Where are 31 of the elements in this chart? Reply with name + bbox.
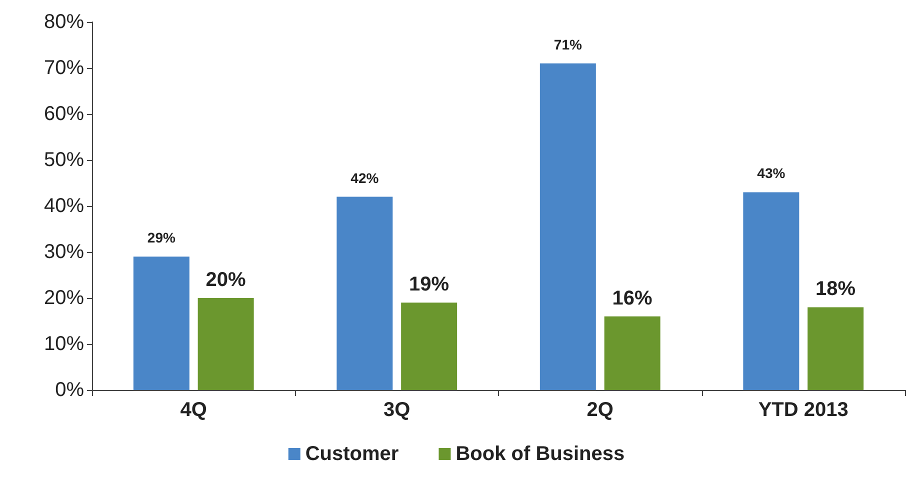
data-label: 29%: [147, 230, 176, 246]
y-tick-label: 40%: [44, 195, 84, 217]
data-label: 20%: [206, 269, 246, 291]
x-tick-label: YTD 2013: [758, 399, 848, 421]
legend-label: Book of Business: [456, 443, 625, 465]
y-tick-label: 20%: [44, 287, 84, 309]
y-tick-label: 70%: [44, 57, 84, 79]
x-tick-label: 3Q: [384, 399, 410, 421]
data-label: 42%: [350, 170, 380, 186]
y-tick-label: 30%: [44, 241, 84, 263]
legend-label: Customer: [305, 443, 399, 465]
bar: [540, 63, 596, 390]
y-tick-label: 80%: [44, 11, 84, 33]
y-tick-label: 60%: [44, 103, 84, 125]
data-label: 19%: [409, 274, 450, 296]
y-tick-label: 10%: [44, 333, 84, 355]
bar: [133, 256, 190, 390]
data-label: 16%: [612, 287, 653, 310]
data-label: 18%: [816, 278, 856, 300]
bar: [401, 302, 458, 390]
bar: [808, 307, 864, 390]
x-tick-label: 2Q: [586, 399, 614, 421]
data-label: 43%: [757, 165, 786, 182]
bar: [743, 192, 800, 390]
data-label: 71%: [554, 36, 582, 52]
y-tick-label: 50%: [44, 149, 84, 171]
y-tick-label: 0%: [55, 379, 84, 401]
x-tick-label: 4Q: [180, 399, 207, 421]
bar: [198, 298, 254, 390]
bar: [336, 196, 393, 390]
bar: [604, 316, 660, 390]
